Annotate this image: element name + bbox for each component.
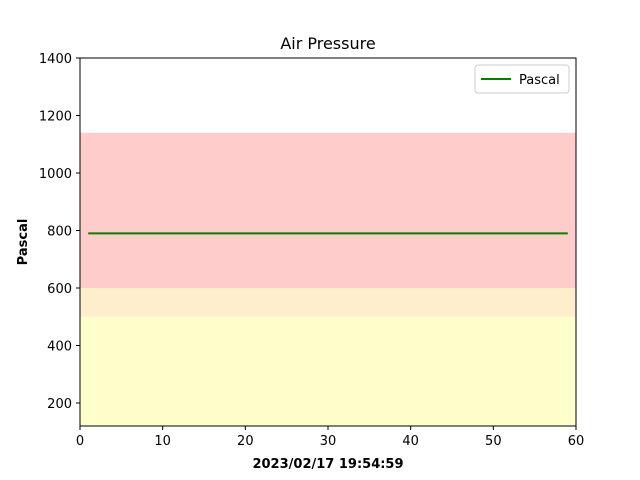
y-tick-label: 800 [47,225,72,240]
legend: Pascal [474,64,570,94]
x-tick-label: 10 [154,434,171,449]
y-tick-label: 1400 [39,52,72,67]
x-tick-label: 20 [237,434,254,449]
threshold-bands [80,132,576,426]
legend-entry: Pascal [519,73,560,88]
y-axis-label: Pascal [16,219,31,266]
x-tick-label: 50 [485,434,502,449]
y-tick-label: 200 [47,397,72,412]
band-0 [80,316,576,426]
legend-box [474,64,570,94]
x-tick-label: 60 [568,434,585,449]
x-tick-label: 0 [76,434,84,449]
y-tick-label: 1200 [39,110,72,125]
y-axis: 200 400 600 800 1000 1200 1400 [39,52,80,412]
y-tick-label: 400 [47,340,72,355]
x-axis: 0 10 20 30 40 50 60 [76,426,584,449]
band-1 [80,288,576,317]
band-2 [80,132,576,288]
chart-title: Air Pressure [280,34,375,53]
y-tick-label: 1000 [39,167,72,182]
y-tick-label: 600 [47,282,72,297]
x-tick-label: 30 [320,434,337,449]
x-axis-label: 2023/02/17 19:54:59 [252,457,403,472]
x-tick-label: 40 [402,434,419,449]
